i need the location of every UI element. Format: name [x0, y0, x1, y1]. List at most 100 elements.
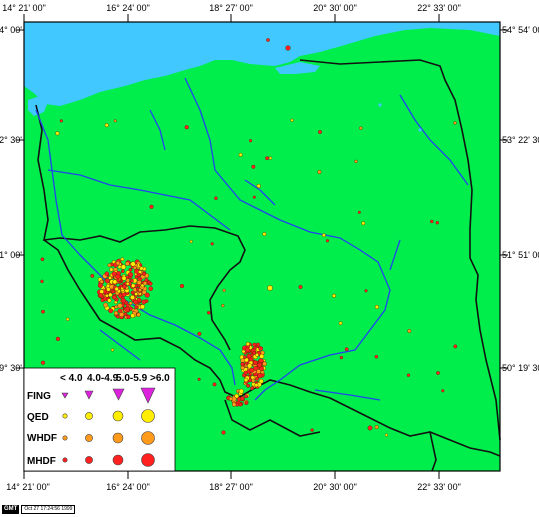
event-marker	[148, 281, 153, 286]
event-marker	[384, 433, 388, 437]
event-marker	[256, 342, 260, 347]
legend-label-qed: QED	[27, 412, 49, 423]
event-marker	[139, 263, 143, 267]
lon-tick-bottom-5: 22° 33' 00"	[417, 482, 461, 492]
event-marker	[120, 269, 125, 274]
event-marker	[104, 271, 110, 276]
lon-tick-top-2: 16° 24' 00"	[106, 3, 150, 13]
event-marker	[259, 353, 265, 359]
event-marker	[267, 285, 273, 291]
event-marker	[66, 317, 70, 321]
event-marker	[106, 287, 111, 292]
event-marker	[374, 425, 379, 430]
event-marker	[252, 195, 256, 199]
legend-fing-symbols	[61, 387, 156, 404]
whdf-circle-2	[85, 434, 93, 442]
event-marker	[131, 283, 136, 288]
event-marker	[110, 348, 115, 352]
gmt-timestamp: GMT Oct 27 17:24:56 1999	[2, 505, 76, 514]
event-marker	[109, 267, 114, 272]
lon-tick-bottom-4: 20° 30' 00"	[313, 482, 357, 492]
event-marker	[245, 341, 250, 347]
event-marker	[136, 272, 141, 277]
event-marker	[59, 119, 63, 123]
event-marker	[197, 331, 202, 336]
event-marker	[126, 314, 131, 319]
mhdf-circle-1	[62, 457, 68, 463]
qed-circle-4	[141, 409, 155, 423]
event-marker	[104, 123, 109, 128]
event-marker	[212, 382, 217, 387]
event-marker	[332, 293, 336, 298]
event-marker	[244, 401, 249, 405]
event-marker	[130, 294, 135, 300]
event-marker	[148, 286, 153, 291]
event-marker	[268, 156, 273, 160]
event-marker	[228, 396, 233, 401]
event-marker	[266, 38, 270, 42]
event-marker	[259, 366, 264, 372]
event-marker	[140, 304, 145, 310]
event-marker	[115, 273, 121, 280]
event-marker	[123, 312, 128, 316]
event-marker	[129, 278, 134, 283]
event-marker	[120, 257, 125, 262]
event-marker	[98, 292, 104, 298]
event-marker	[90, 274, 95, 278]
whdf-circle-3	[112, 432, 124, 444]
legend-mag-6: >6.0	[150, 373, 170, 384]
event-marker	[110, 289, 115, 294]
lat-tick-right-3: 51° 51' 00"	[502, 250, 539, 260]
event-marker	[354, 159, 358, 164]
event-marker	[99, 279, 104, 284]
event-marker	[250, 386, 255, 391]
event-marker	[249, 139, 253, 143]
event-marker	[197, 377, 201, 381]
event-marker	[251, 164, 256, 169]
event-marker	[364, 289, 368, 293]
event-marker	[130, 313, 135, 318]
lat-labels-left: 54° 00' 52° 30' 51° 00' 49° 30'	[0, 25, 22, 373]
event-marker	[359, 126, 363, 130]
event-marker	[119, 312, 125, 318]
event-marker	[265, 156, 270, 161]
mhdf-circle-4	[141, 453, 155, 467]
event-marker	[103, 302, 108, 308]
event-marker	[114, 305, 119, 309]
event-marker	[238, 152, 243, 157]
lat-tick-left-3: 51° 00'	[0, 250, 22, 260]
szczecin-lagoon	[28, 96, 48, 116]
legend-label-fing: FING	[27, 391, 51, 402]
lon-tick-top-5: 22° 33' 00"	[417, 3, 461, 13]
event-marker	[113, 310, 119, 316]
lat-tick-right-2: 53° 22' 30"	[502, 135, 539, 145]
event-marker	[325, 239, 330, 243]
fing-triangle-1	[61, 392, 69, 399]
fing-triangle-4	[140, 387, 156, 404]
lat-tick-left-4: 49° 30'	[0, 363, 22, 373]
lon-labels-top: 14° 21' 00" 16° 24' 00" 18° 27' 00" 20° …	[2, 3, 461, 13]
event-marker	[344, 347, 349, 352]
event-marker	[55, 336, 60, 341]
event-marker	[134, 268, 139, 274]
event-marker	[234, 393, 240, 399]
legend-mag-4: 4.0-4.9	[87, 373, 119, 384]
event-marker	[250, 375, 255, 380]
legend-qed-symbols	[62, 409, 155, 423]
event-marker	[127, 272, 134, 278]
event-marker	[374, 304, 379, 310]
event-marker	[113, 119, 117, 123]
event-marker	[255, 376, 259, 381]
event-marker	[252, 351, 256, 355]
event-marker	[40, 279, 44, 284]
event-marker	[140, 283, 145, 288]
event-marker	[222, 288, 226, 293]
event-marker	[133, 299, 139, 305]
gmt-logo: GMT	[2, 505, 20, 514]
mhdf-circle-3	[112, 454, 124, 466]
gmt-date: Oct 27 17:24:56 1999	[21, 505, 76, 514]
legend-whdf-symbols	[62, 431, 155, 445]
event-marker	[244, 347, 250, 353]
event-marker	[100, 298, 105, 303]
